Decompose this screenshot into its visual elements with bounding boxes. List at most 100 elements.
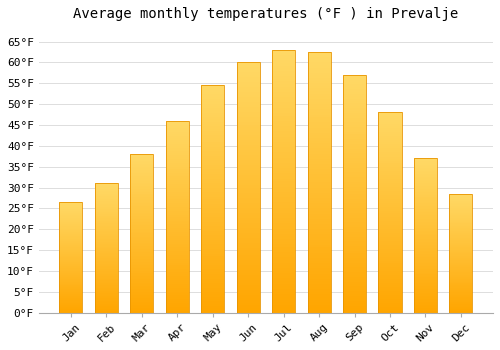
Bar [414, 256, 437, 257]
Bar [308, 70, 330, 73]
Bar [378, 311, 402, 313]
Bar [272, 189, 295, 192]
Bar [308, 154, 330, 156]
Bar [308, 122, 330, 125]
Bar [450, 197, 472, 198]
Bar [272, 178, 295, 181]
Bar [414, 251, 437, 252]
Bar [343, 184, 366, 187]
Bar [130, 178, 154, 180]
Bar [201, 117, 224, 119]
Bar [201, 133, 224, 135]
Bar [308, 161, 330, 164]
Bar [272, 216, 295, 218]
Bar [236, 290, 260, 293]
Bar [236, 165, 260, 168]
Bar [308, 201, 330, 203]
Bar [272, 142, 295, 145]
Bar [201, 201, 224, 204]
Bar [272, 113, 295, 116]
Bar [450, 279, 472, 281]
Bar [60, 263, 82, 264]
Bar [130, 183, 154, 184]
Bar [378, 309, 402, 311]
Bar [236, 177, 260, 180]
Bar [450, 275, 472, 276]
Bar [95, 210, 118, 212]
Bar [60, 232, 82, 233]
Bar [308, 188, 330, 190]
Bar [343, 151, 366, 153]
Bar [378, 273, 402, 275]
Bar [60, 301, 82, 302]
Bar [450, 287, 472, 288]
Bar [378, 198, 402, 201]
Bar [378, 301, 402, 303]
Bar [201, 158, 224, 160]
Bar [130, 290, 154, 292]
Bar [95, 249, 118, 251]
Bar [130, 200, 154, 202]
Bar [450, 291, 472, 293]
Bar [308, 156, 330, 159]
Bar [450, 203, 472, 204]
Bar [166, 205, 189, 207]
Bar [236, 298, 260, 300]
Bar [95, 264, 118, 265]
Bar [308, 104, 330, 107]
Bar [236, 62, 260, 313]
Bar [414, 249, 437, 251]
Bar [166, 144, 189, 146]
Bar [201, 299, 224, 301]
Bar [60, 281, 82, 282]
Bar [343, 246, 366, 248]
Bar [130, 309, 154, 311]
Bar [450, 204, 472, 206]
Bar [414, 172, 437, 174]
Bar [130, 273, 154, 275]
Bar [236, 195, 260, 197]
Bar [95, 303, 118, 305]
Bar [414, 283, 437, 285]
Bar [201, 156, 224, 158]
Bar [201, 294, 224, 297]
Bar [450, 263, 472, 264]
Bar [343, 125, 366, 127]
Bar [60, 209, 82, 210]
Bar [130, 164, 154, 165]
Bar [414, 232, 437, 234]
Bar [95, 302, 118, 303]
Bar [343, 301, 366, 303]
Bar [378, 275, 402, 276]
Bar [272, 223, 295, 226]
Bar [130, 202, 154, 203]
Bar [378, 170, 402, 173]
Bar [414, 203, 437, 205]
Bar [378, 168, 402, 170]
Bar [60, 226, 82, 228]
Bar [450, 276, 472, 277]
Bar [201, 101, 224, 104]
Bar [343, 194, 366, 196]
Bar [166, 259, 189, 261]
Bar [236, 208, 260, 210]
Bar [201, 97, 224, 99]
Bar [201, 106, 224, 108]
Bar [60, 246, 82, 247]
Bar [378, 125, 402, 126]
Bar [414, 237, 437, 239]
Bar [166, 178, 189, 180]
Bar [450, 269, 472, 270]
Bar [95, 287, 118, 288]
Bar [414, 177, 437, 178]
Bar [414, 212, 437, 214]
Bar [60, 284, 82, 285]
Bar [343, 306, 366, 308]
Bar [201, 174, 224, 176]
Bar [166, 127, 189, 128]
Bar [95, 305, 118, 306]
Bar [308, 216, 330, 219]
Bar [343, 227, 366, 230]
Bar [236, 138, 260, 140]
Bar [308, 287, 330, 289]
